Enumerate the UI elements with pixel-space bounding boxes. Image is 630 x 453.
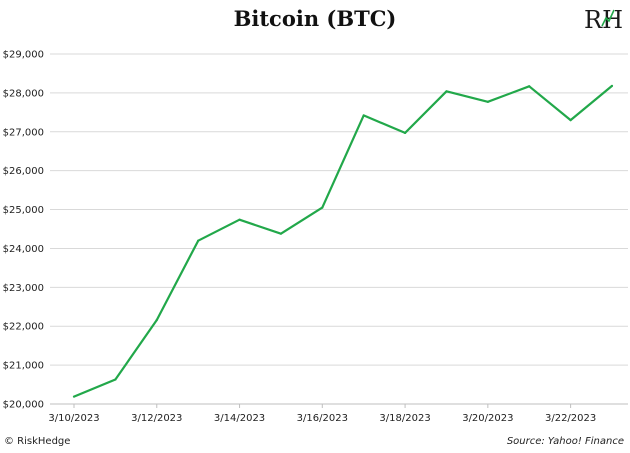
data-point [528,85,531,88]
data-point [279,232,283,235]
data-point [114,378,117,381]
data-point [445,90,448,93]
logo-letters: RH [584,6,623,32]
data-point [72,395,76,398]
x-tick-label: 3/16/2023 [297,413,348,424]
x-tick-label: 3/22/2023 [545,413,596,424]
y-tick-label: $25,000 [3,205,44,216]
series-line-btc [73,85,613,398]
y-tick-label: $21,000 [3,361,44,372]
x-tick-label: 3/14/2023 [214,413,265,424]
data-point [238,218,241,221]
x-tick-label: 3/18/2023 [379,413,430,424]
y-tick-label: $22,000 [3,322,44,333]
copyright-note: © RiskHedge [4,436,71,447]
y-tick-label: $24,000 [3,244,44,255]
source-note: Source: Yahoo! Finance [506,436,624,447]
y-tick-label: $23,000 [3,283,44,294]
x-tick-label: 3/12/2023 [131,413,182,424]
data-point [155,318,158,322]
y-tick-label: $28,000 [3,88,44,99]
data-point [362,114,365,117]
y-tick-label: $29,000 [3,50,44,61]
data-point [197,239,200,242]
y-axis-tick-labels: $20,000 $21,000 $22,000 $23,000 $24,000 $25,0… [3,50,44,411]
data-point [403,131,407,135]
chart-title: Bitcoin (BTC) [233,6,397,31]
x-axis-tick-labels: 3/10/2023 3/12/2023 3/14/2023 3/16/2023 3/18… [48,404,596,424]
data-point [486,100,489,103]
data-point [569,119,572,122]
data-point [610,84,614,87]
x-tick-label: 3/10/2023 [48,413,99,424]
data-point [321,206,324,209]
riskhedge-logo: RH [584,6,623,32]
y-tick-label: $20,000 [3,400,44,411]
gridlines [50,53,628,405]
y-tick-label: $27,000 [3,127,44,138]
y-tick-label: $26,000 [3,166,44,177]
series-layer [72,84,614,398]
x-tick-label: 3/20/2023 [462,413,513,424]
